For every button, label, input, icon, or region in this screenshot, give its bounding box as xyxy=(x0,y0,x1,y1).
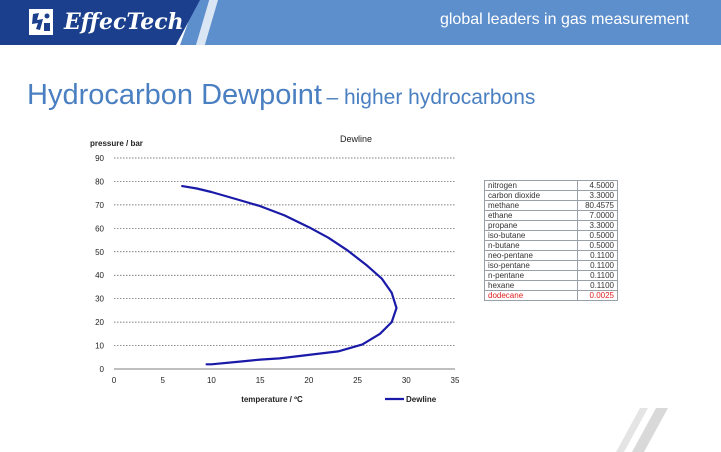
y-tick-label: 50 xyxy=(95,248,104,257)
x-tick-label: 0 xyxy=(112,376,117,385)
composition-row: dodecane 0.0025 xyxy=(484,290,618,301)
component-name: neo-pentane xyxy=(484,250,578,261)
y-tick-label: 0 xyxy=(100,365,105,374)
tagline: global leaders in gas measurement xyxy=(439,11,689,28)
decorative-slashes xyxy=(616,408,668,452)
component-value: 0.1100 xyxy=(577,270,618,281)
y-tick-label: 40 xyxy=(95,271,104,280)
composition-row: iso-butane 0.5000 xyxy=(484,230,618,241)
x-tick-label: 5 xyxy=(160,376,165,385)
component-name: n-pentane xyxy=(484,270,578,281)
x-tick-label: 10 xyxy=(207,376,216,385)
y-tick-label: 80 xyxy=(95,177,104,186)
component-name: hexane xyxy=(484,280,578,291)
component-value: 0.5000 xyxy=(577,230,618,241)
composition-row: iso-pentane 0.1100 xyxy=(484,260,618,271)
y-axis-label: pressure / bar xyxy=(90,139,143,148)
component-name: dodecane xyxy=(484,290,578,301)
composition-row: carbon dioxide 3.3000 xyxy=(484,190,618,201)
composition-row: neo-pentane 0.1100 xyxy=(484,250,618,261)
component-name: iso-butane xyxy=(484,230,578,241)
component-value: 0.1100 xyxy=(577,250,618,261)
component-name: propane xyxy=(484,220,578,231)
header-band xyxy=(180,0,721,45)
component-name: methane xyxy=(484,200,578,211)
component-name: ethane xyxy=(484,210,578,221)
y-tick-label: 90 xyxy=(95,154,104,163)
component-value: 3.3000 xyxy=(577,190,618,201)
dewline-series-line xyxy=(181,185,398,366)
component-value: 80.4575 xyxy=(577,200,618,211)
component-value: 0.1100 xyxy=(577,280,618,291)
y-tick-label: 20 xyxy=(95,318,104,327)
chart-title: Dewline xyxy=(340,134,372,144)
component-value: 0.1100 xyxy=(577,260,618,271)
component-value: 4.5000 xyxy=(577,180,618,191)
component-value: 0.5000 xyxy=(577,240,618,251)
component-name: carbon dioxide xyxy=(484,190,578,201)
composition-row: n-butane 0.5000 xyxy=(484,240,618,251)
x-tick-label: 20 xyxy=(304,376,313,385)
y-tick-label: 60 xyxy=(95,224,104,233)
composition-row: nitrogen 4.5000 xyxy=(484,180,618,191)
slide-title-main: Hydrocarbon Dewpoint xyxy=(27,79,322,111)
component-value: 3.3000 xyxy=(577,220,618,231)
x-tick-label: 15 xyxy=(256,376,265,385)
brand-name: EffecTech xyxy=(64,9,184,35)
composition-table: nitrogen 4.5000 carbon dioxide 3.3000 methan… xyxy=(484,180,618,301)
composition-row: methane 80.4575 xyxy=(484,200,618,211)
composition-row: ethane 7.0000 xyxy=(484,210,618,221)
composition-row: propane 3.3000 xyxy=(484,220,618,231)
y-tick-label: 30 xyxy=(95,295,104,304)
x-axis-label: temperature / ºC xyxy=(241,395,303,404)
component-value: 0.0025 xyxy=(577,290,618,301)
y-tick-label: 10 xyxy=(95,342,104,351)
x-tick-label: 25 xyxy=(353,376,362,385)
y-tick-label: 70 xyxy=(95,201,104,210)
component-name: iso-pentane xyxy=(484,260,578,271)
slide-title: Hydrocarbon Dewpoint – higher hydrocarbo… xyxy=(27,79,535,112)
x-tick-label: 30 xyxy=(402,376,411,385)
component-name: n-butane xyxy=(484,240,578,251)
slide-title-sub: – higher hydrocarbons xyxy=(326,86,536,109)
x-tick-label: 35 xyxy=(451,376,460,385)
header: EffecTech global leaders in gas measurem… xyxy=(0,0,721,45)
legend-label: Dewline xyxy=(406,395,437,404)
component-name: nitrogen xyxy=(484,180,578,191)
composition-row: hexane 0.1100 xyxy=(484,280,618,291)
logo-icon xyxy=(29,9,53,35)
component-value: 7.0000 xyxy=(577,210,618,221)
composition-row: n-pentane 0.1100 xyxy=(484,270,618,281)
